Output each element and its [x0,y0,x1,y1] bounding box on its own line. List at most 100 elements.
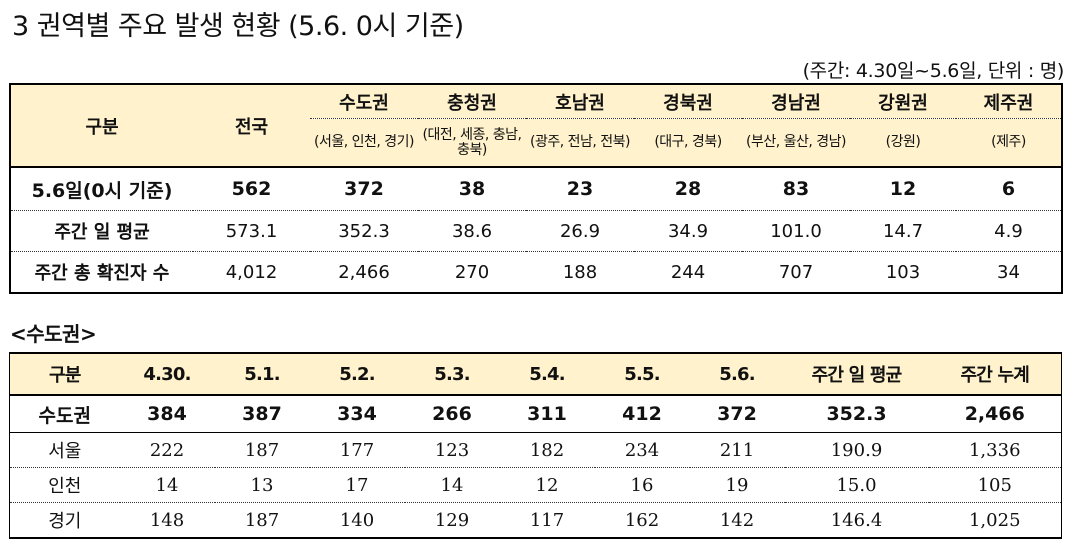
column-header-nation: 전국 [193,84,310,168]
cell-value: 105 [928,467,1062,503]
cell-value: 148 [149,509,185,531]
cell-value: 412 [594,395,690,433]
region-subtitle: (강원) [850,118,956,168]
unit-note: (주간: 4.30일~5.6일, 단위 : 명) [802,60,1065,82]
column-header-label: 구분 [10,84,193,168]
cell-value: 384 [119,395,215,433]
cell-value: 352.3 [310,210,418,252]
column-header: 5.5. [594,353,690,396]
cell-value: 187 [214,432,310,468]
cell-value: 12 [499,467,595,503]
cell-value: 387 [214,395,310,433]
cell-value: 83 [742,167,850,211]
column-header: 주간 일 평균 [784,353,929,396]
column-header: 5.3. [404,353,500,396]
cell-value: 562 [193,167,310,211]
cell-value: 129 [434,509,470,531]
row-label: 주간 총 확진자 수 [34,263,170,284]
region-subtitle: (광주, 전남, 전북) [526,118,634,168]
cell-value: 14.7 [850,210,956,252]
cell-value: 211 [689,432,785,468]
column-header: 주간 누계 [928,353,1062,396]
cell-value: 188 [562,261,598,283]
column-header: 4.30. [119,353,215,396]
region-name: 충청권 [418,84,526,119]
capital-area-table: 구분 4.30. 5.1. 5.2. 5.3. 5.4. 5.5. 5.6. 주… [9,352,1062,539]
table-row: 인천 14 13 17 14 12 16 19 15.0 105 [9,467,1062,503]
cell-value: 372 [689,395,785,433]
cell-value: 28 [634,167,742,211]
cell-value: 222 [119,432,215,468]
cell-value: 182 [499,432,595,468]
cell-value: 14 [119,467,215,503]
cell-value: 19 [689,467,785,503]
column-header: 5.2. [309,353,405,396]
cell-value: 13 [214,467,310,503]
cell-value: 6 [956,167,1062,211]
cell-value: 190.9 [784,432,929,468]
cell-value: 34.9 [634,210,742,252]
cell-value: 38.6 [418,210,526,252]
cell-value: 372 [310,167,418,211]
region-name: 수도권 [310,84,418,119]
table-row: 5.6일(0시 기준) 562 372 38 23 28 83 12 6 [10,167,1062,211]
cell-value: 707 [778,261,814,283]
row-label: 5.6일(0시 기준) [10,167,193,211]
cell-value: 142 [719,509,755,531]
region-subtitle: (부산, 울산, 경남) [742,118,850,168]
cell-value: 1,025 [968,509,1021,531]
region-subtitle: (서울, 인천, 경기) [310,118,418,168]
row-label: 인천 [9,467,120,503]
page-title: 3 권역별 주요 발생 현황 (5.6. 0시 기준) [12,11,464,42]
cell-value: 146.4 [830,509,883,531]
row-label: 주간 일 평균 [10,210,193,252]
cell-value: 234 [594,432,690,468]
cell-value: 12 [850,167,956,211]
region-subtitle: (대전, 세종, 충남, 충북) [418,118,526,168]
cell-value: 162 [624,509,660,531]
column-header: 5.4. [499,353,595,396]
region-name: 제주권 [956,84,1062,119]
column-header: 5.6. [689,353,785,396]
column-header: 5.1. [214,353,310,396]
cell-value: 4.9 [956,210,1062,252]
cell-value: 4,012 [225,261,278,283]
cell-value: 101.0 [742,210,850,252]
cell-value: 311 [499,395,595,433]
cell-value: 334 [309,395,405,433]
column-header: 구분 [9,353,120,396]
region-name: 강원권 [850,84,956,119]
region-name: 경남권 [742,84,850,119]
region-name: 호남권 [526,84,634,119]
table-row: 수도권 384 387 334 266 311 412 372 352.3 2,… [9,395,1062,433]
cell-value: 17 [309,467,405,503]
region-name: 경북권 [634,84,742,119]
cell-value: 270 [454,261,490,283]
table-row: 경기 148 187 140 129 117 162 142 146.4 1,0… [10,503,1062,539]
cell-value: 117 [529,509,565,531]
cell-value: 1,336 [928,432,1062,468]
table-row: 주간 총 확진자 수 4,012 2,466 270 188 244 707 1… [10,252,1062,294]
cell-value: 244 [670,261,706,283]
cell-value: 352.3 [784,395,929,433]
cell-value: 177 [309,432,405,468]
cell-value: 266 [404,395,500,433]
cell-value: 103 [885,261,921,283]
table-row: 주간 일 평균 573.1 352.3 38.6 26.9 34.9 101.0… [10,210,1062,252]
cell-value: 14 [404,467,500,503]
cell-value: 15.0 [784,467,929,503]
row-label: 수도권 [9,395,120,433]
region-subtitle: (제주) [956,118,1062,168]
cell-value: 2,466 [928,395,1062,433]
row-label: 서울 [9,432,120,468]
cell-value: 573.1 [193,210,310,252]
cell-value: 2,466 [338,261,390,283]
regional-summary-table: 구분 전국 수도권 충청권 호남권 경북권 경남권 강원권 제주권 (서울, 인… [9,83,1063,294]
cell-value: 140 [339,509,375,531]
cell-value: 38 [418,167,526,211]
cell-value: 123 [404,432,500,468]
cell-value: 187 [244,509,280,531]
cell-value: 16 [594,467,690,503]
region-subtitle: (대구, 경북) [634,118,742,168]
row-label: 경기 [48,511,82,532]
